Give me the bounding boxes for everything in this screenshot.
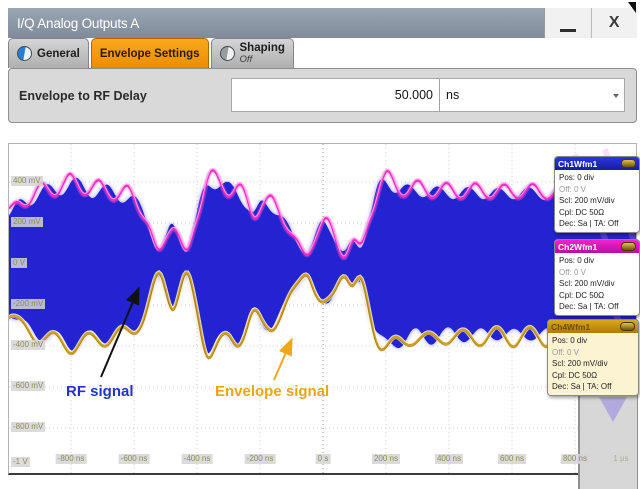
- delay-value-input[interactable]: 50.000: [232, 79, 440, 111]
- envelope-signal-label: Envelope signal: [215, 383, 330, 400]
- y-axis-label: 0 V: [11, 258, 28, 268]
- minimize-icon: [559, 28, 576, 32]
- delay-unit-label: ns: [446, 88, 460, 102]
- y-axis-label: -600 mV: [11, 381, 46, 391]
- title-bar[interactable]: I/Q Analog Outputs A X: [8, 8, 637, 38]
- channel-details: Pos: 0 div Off: 0 V Scl: 200 mV/div Cpl:…: [555, 170, 639, 232]
- channel-toggle-icon[interactable]: [621, 242, 636, 251]
- x-axis-label: -800 ns: [55, 454, 87, 464]
- channel-header: Ch2Wfm1: [555, 240, 639, 253]
- envelope-to-rf-delay-field[interactable]: 50.000 ns: [231, 78, 625, 112]
- rf-signal-label: RF signal: [66, 383, 134, 400]
- x-axis-label: -200 ns: [244, 454, 276, 464]
- channel-box-ch4[interactable]: Ch4Wfm1 Pos: 0 div Off: 0 V Scl: 200 mV/…: [547, 319, 639, 396]
- channel-details: Pos: 0 div Off: 0 V Scl: 200 mV/div Cpl:…: [548, 333, 638, 395]
- tab-general[interactable]: General: [8, 38, 89, 68]
- y-axis-label: -800 mV: [11, 422, 46, 432]
- close-icon: X: [608, 14, 620, 31]
- channel-name: Ch2Wfm1: [558, 241, 598, 252]
- envelope-to-rf-delay-label: Envelope to RF Delay: [19, 88, 147, 103]
- iq-analog-outputs-dialog: I/Q Analog Outputs A X General Envelope …: [8, 8, 637, 123]
- y-axis-label: -200 mV: [11, 299, 46, 309]
- envelope-settings-panel: Envelope to RF Delay 50.000 ns: [8, 68, 637, 123]
- window-title: I/Q Analog Outputs A: [17, 15, 140, 31]
- close-button[interactable]: X: [592, 8, 638, 38]
- channel-name: Ch4Wfm1: [551, 321, 591, 332]
- channel-details: Pos: 0 div Off: 0 V Scl: 200 mV/div Cpl:…: [555, 253, 639, 315]
- x-axis-label: 0 s: [315, 454, 331, 464]
- window-controls: X: [544, 8, 637, 38]
- oscilloscope-screenshot: RF signal Envelope signal Ch1Wfm1 Pos: 0…: [8, 143, 640, 489]
- x-axis-label: 400 ns: [434, 454, 464, 464]
- channel-box-ch2[interactable]: Ch2Wfm1 Pos: 0 div Off: 0 V Scl: 200 mV/…: [554, 239, 640, 316]
- channel-toggle-icon[interactable]: [621, 159, 636, 168]
- tab-envelope-settings[interactable]: Envelope Settings: [90, 38, 209, 68]
- delay-unit-select[interactable]: ns: [440, 79, 624, 111]
- x-axis-label: -600 ns: [118, 454, 150, 464]
- channel-header: Ch4Wfm1: [548, 320, 638, 333]
- tab-general-label: General: [37, 47, 80, 60]
- waveform-plot: [9, 144, 636, 473]
- x-axis-label: 800 ns: [560, 454, 590, 464]
- channel-name: Ch1Wfm1: [558, 158, 598, 169]
- channel-box-ch1[interactable]: Ch1Wfm1 Pos: 0 div Off: 0 V Scl: 200 mV/…: [554, 156, 640, 233]
- dropdown-caret-icon: [613, 94, 619, 98]
- tab-envelope-settings-label: Envelope Settings: [99, 47, 200, 60]
- channel-toggle-icon[interactable]: [620, 322, 635, 331]
- state-indicator-icon: [17, 46, 32, 61]
- channel-header: Ch1Wfm1: [555, 157, 639, 170]
- x-axis-label: 600 ns: [497, 454, 527, 464]
- y-axis-label: 400 mV: [11, 176, 43, 186]
- y-axis-label: -1 V: [11, 457, 30, 467]
- x-axis-label: 1 µs: [611, 454, 631, 464]
- tab-shaping[interactable]: Shaping Off: [210, 38, 294, 68]
- minimize-button[interactable]: [545, 8, 592, 38]
- x-axis-label: 200 ns: [371, 454, 401, 464]
- tab-shaping-label: Shaping: [239, 41, 285, 54]
- x-axis-label: -400 ns: [181, 454, 213, 464]
- tab-shaping-sublabel: Off: [239, 53, 253, 65]
- y-axis-label: 200 mV: [11, 217, 43, 227]
- y-axis-label: -400 mV: [11, 340, 46, 350]
- state-indicator-icon: [219, 46, 235, 61]
- tab-bar: General Envelope Settings Shaping Off: [8, 38, 637, 68]
